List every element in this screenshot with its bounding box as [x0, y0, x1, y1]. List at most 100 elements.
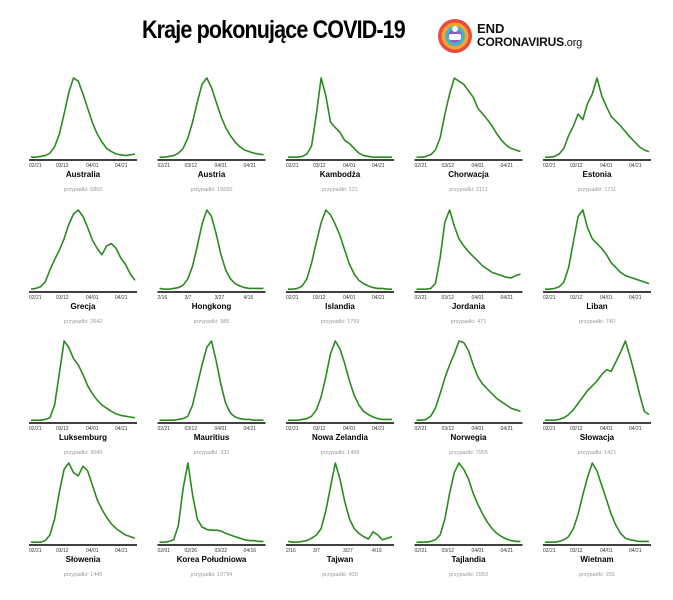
country-chart: 02/21 03/12 04/01 04/21 Estonia przypadki: 17… — [543, 77, 651, 193]
series-line — [545, 340, 650, 421]
x-tick-label: 04/21 — [372, 295, 385, 301]
x-tick-label: 03/22 — [215, 548, 228, 554]
series-line — [416, 77, 521, 158]
x-tick-label: 04/01 — [343, 295, 356, 301]
x-tick-label: 04/01 — [600, 548, 613, 554]
logo-text-suffix: .org — [563, 37, 583, 49]
x-tick-label: 04/01 — [343, 163, 356, 169]
country-chart: 2/16 3/7 3/27 4/16 Hongkong przypadki: 985 — [157, 209, 266, 325]
x-tick-label: 04/21 — [115, 163, 128, 169]
series-line — [159, 462, 264, 543]
series-line — [288, 340, 392, 421]
logo-text-coronavirus: CORONAVIRUS.org — [477, 35, 582, 49]
x-tick-label: 03/12 — [442, 426, 455, 432]
country-name: Słowenia — [66, 555, 101, 564]
case-count: przypadki: 2953 — [449, 572, 488, 578]
country-chart: 02/21 03/12 04/01 04/21 Grecja przypadki: 264… — [29, 209, 137, 325]
country-name: Norwegia — [450, 433, 487, 442]
country-name: Wietnam — [580, 555, 613, 564]
country-chart: 02/21 03/12 04/01 04/21 Norwegia przypadki: 7… — [414, 340, 523, 456]
x-tick-label: 04/21 — [629, 163, 642, 169]
x-tick-label: 03/12 — [570, 548, 583, 554]
country-chart: 02/21 03/12 04/01 04/21 Islandia przypadki: 1… — [286, 209, 394, 325]
case-count: przypadki: 6860 — [64, 187, 103, 193]
x-tick-label: 03/12 — [570, 163, 583, 169]
x-tick-label: 04/01 — [86, 426, 99, 432]
case-count: przypadki: 1799 — [321, 319, 360, 325]
country-chart: 02/21 03/12 04/01 04/21 Wietnam przypadki: 25… — [543, 462, 651, 578]
x-tick-label: 3/27 — [215, 295, 225, 301]
country-chart: 2/16 3/7 3/27 4/16 Tajwan przypadki: 420 — [286, 462, 394, 578]
country-name: Hongkong — [192, 302, 232, 311]
x-tick-label: 03/12 — [442, 163, 455, 169]
page-title: Kraje pokonujące COVID-19 — [142, 16, 406, 44]
case-count: przypadki: 1711 — [578, 187, 616, 193]
x-tick-label: 02/21 — [29, 426, 42, 432]
x-tick-label: 3/7 — [313, 548, 320, 554]
series-line — [416, 209, 521, 290]
country-chart: 02/21 03/12 04/01 04/21 Słowacja przypadki: 1… — [543, 340, 651, 456]
country-chart: 02/21 03/12 04/01 04/21 Słowenia przypadki: 1… — [29, 462, 137, 578]
country-name: Słowacja — [580, 433, 615, 442]
logo-text-end: END — [477, 21, 505, 36]
x-tick-label: 04/01 — [472, 295, 485, 301]
case-count: przypadki: 1445 — [64, 572, 103, 578]
x-tick-label: 02/21 — [286, 426, 299, 432]
x-tick-label: 04/01 — [472, 548, 485, 554]
case-count: przypadki: 332 — [194, 450, 230, 456]
series-line — [288, 77, 392, 158]
country-name: Australia — [66, 170, 101, 179]
country-name: Nowa Zelandia — [312, 433, 369, 442]
x-tick-label: 04/21 — [501, 426, 514, 432]
x-tick-label: 02/21 — [543, 426, 556, 432]
case-count: przypadki: 15650 — [191, 187, 233, 193]
case-count: przypadki: 740 — [579, 319, 615, 325]
x-tick-label: 04/21 — [115, 426, 128, 432]
x-tick-label: 02/21 — [158, 426, 171, 432]
country-chart: 02/21 03/12 04/01 04/21 Luksemburg przypadki:… — [29, 340, 137, 456]
x-tick-label: 03/12 — [56, 295, 69, 301]
x-tick-label: 04/21 — [372, 426, 385, 432]
country-name: Kambodża — [320, 170, 361, 179]
x-tick-label: 02/21 — [415, 163, 428, 169]
x-tick-label: 04/21 — [244, 163, 257, 169]
x-tick-label: 02/21 — [158, 163, 171, 169]
country-name: Tajlandia — [451, 555, 486, 564]
x-tick-label: 03/12 — [56, 426, 69, 432]
x-tick-label: 04/01 — [472, 426, 485, 432]
country-name: Chorwacja — [448, 170, 489, 179]
x-tick-label: 03/12 — [185, 163, 198, 169]
x-tick-label: 02/21 — [29, 548, 42, 554]
series-line — [31, 340, 136, 421]
x-tick-label: 3/7 — [185, 295, 192, 301]
country-chart: 02/21 03/12 04/01 04/21 Tajlandia przypadki: … — [414, 462, 523, 578]
country-name: Estonia — [583, 170, 612, 179]
x-tick-label: 04/01 — [215, 163, 228, 169]
x-tick-label: 04/01 — [472, 163, 485, 169]
country-chart: 02/21 03/12 04/01 04/21 Liban przypadki: 740 — [543, 209, 651, 325]
x-tick-label: 04/21 — [629, 295, 642, 301]
x-tick-label: 03/12 — [185, 426, 198, 432]
series-line — [31, 77, 136, 158]
country-chart: 02/21 03/12 04/01 04/21 Jordania przypadki: 4… — [414, 209, 523, 325]
x-tick-label: 04/21 — [629, 426, 642, 432]
case-count: przypadki: 1421 — [578, 450, 617, 456]
x-tick-label: 04/21 — [372, 163, 385, 169]
x-tick-label: 04/21 — [115, 295, 128, 301]
country-name: Liban — [586, 302, 607, 311]
virus-logo-icon — [438, 19, 472, 53]
x-tick-label: 04/01 — [600, 426, 613, 432]
x-tick-label: 02/26 — [185, 548, 198, 554]
x-tick-label: 03/12 — [313, 295, 326, 301]
country-chart: 02/21 03/12 04/01 04/21 Australia przypadki: … — [29, 77, 137, 193]
x-tick-label: 04/21 — [244, 426, 257, 432]
x-tick-label: 04/21 — [501, 548, 514, 554]
case-count: przypadki: 3040 — [64, 450, 103, 456]
x-tick-label: 03/12 — [313, 426, 326, 432]
series-line — [545, 462, 649, 543]
case-count: przypadki: 420 — [322, 572, 358, 578]
x-tick-label: 02/21 — [415, 426, 428, 432]
